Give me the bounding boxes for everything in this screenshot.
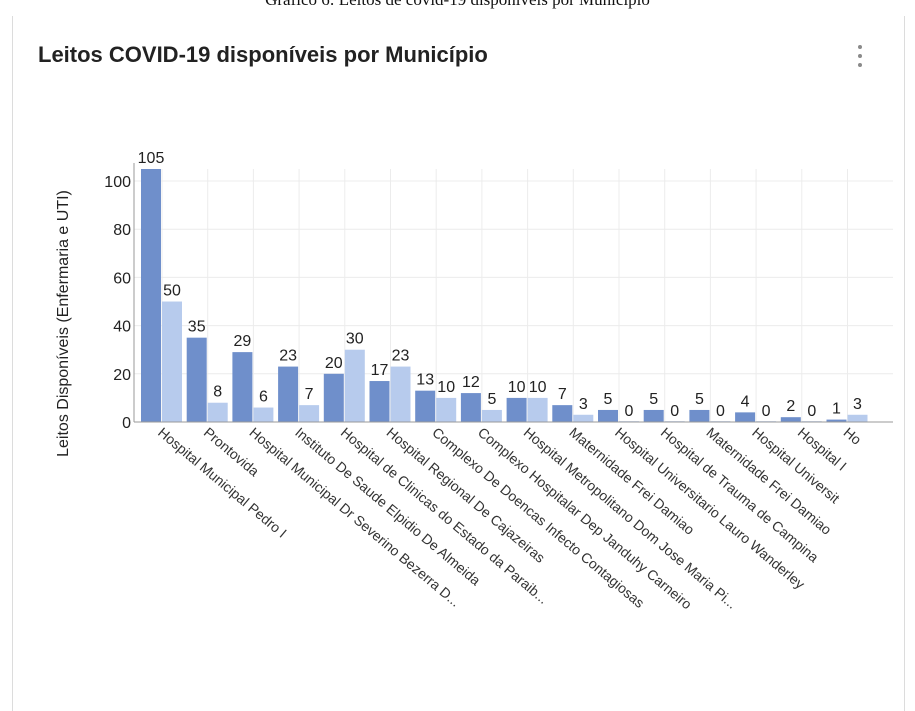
bar-value-label: 35 [188,319,206,336]
bar-series-2[interactable] [253,407,274,422]
x-tick-label: Hospital Municipal Dr Severino Bezerra D… [246,424,463,610]
y-tick-label: 60 [113,270,131,287]
bar-value-label: 30 [346,331,364,348]
bar-value-label: 10 [437,379,455,396]
x-axis-labels: Hospital Municipal Pedro IProntovidaHosp… [155,424,865,612]
bar-series-1[interactable] [643,409,664,422]
bar-series-1[interactable] [689,409,710,422]
bar-value-label: 10 [529,379,547,396]
bar-series-2[interactable] [527,397,548,422]
y-axis [133,163,893,423]
bar-value-label: 5 [695,391,704,408]
bar-series-1[interactable] [826,419,847,422]
bar-value-label: 12 [462,374,480,391]
bar-value-label: 3 [853,396,862,413]
y-tick-label: 0 [122,415,131,432]
bar-value-label: 6 [259,389,268,406]
bar-value-label: 105 [138,150,165,167]
bar-series-1[interactable] [232,352,253,422]
bar-series-2[interactable] [390,366,411,422]
bar-value-label: 5 [649,391,658,408]
bar-value-label: 5 [604,391,613,408]
bar-value-label: 0 [670,403,679,420]
bar-series-1[interactable] [460,393,481,422]
bar-series-2[interactable] [573,414,594,422]
bar-series-2[interactable] [299,405,320,422]
bar-series-1[interactable] [141,169,161,422]
bar-value-label: 50 [163,283,181,300]
bar-series-2[interactable] [436,397,457,422]
chart-title: Leitos COVID-19 disponíveis por Municípi… [38,42,488,67]
bar-value-label: 0 [625,403,634,420]
bar-series-1[interactable] [598,409,618,422]
bar-value-label: 13 [416,372,434,389]
y-tick-label: 20 [113,367,131,384]
bar-value-label: 1 [832,401,841,418]
bar-value-label: 3 [579,396,588,413]
bar-series-1[interactable] [369,381,390,422]
bar-series-2[interactable] [847,414,868,422]
y-axis-title: Leitos Disponíveis (Enfermaria e UTI) [55,190,72,457]
bar-value-label: 4 [741,393,750,410]
y-tick-label: 100 [104,174,131,191]
bar-value-label: 0 [716,403,725,420]
bar-series-1[interactable] [506,397,527,422]
more-vert-icon[interactable] [853,42,867,72]
bar-series-1[interactable] [186,337,207,422]
bar-value-label: 5 [487,391,496,408]
y-tick-label: 40 [113,319,131,336]
bar-value-label: 7 [558,386,567,403]
figure-caption: Gráfico 6: Leitos de covid-19 disponívei… [0,0,915,16]
bar-value-label: 23 [392,348,410,365]
x-tick-label: Ho [841,424,865,448]
bar-value-label: 20 [325,355,343,372]
bar-series-1[interactable] [415,390,436,422]
chart-bars [141,169,868,422]
bar-series-1[interactable] [278,366,299,422]
bar-value-label: 17 [371,362,389,379]
chart-card: Leitos COVID-19 disponíveis por Municípi… [12,16,905,711]
bar-value-label: 0 [807,403,816,420]
x-tick-label: Complexo Hospitalar Dep Janduhy Carneiro [475,424,695,612]
bar-series-2[interactable] [207,402,228,422]
bar-series-2[interactable] [481,409,502,422]
bar-series-2[interactable] [162,301,182,422]
bar-value-label: 2 [786,398,795,415]
bar-value-label: 10 [508,379,526,396]
bar-series-1[interactable] [735,412,756,422]
bar-series-1[interactable] [780,417,801,422]
bar-value-label: 29 [234,333,252,350]
bar-value-label: 0 [762,403,771,420]
bar-value-label: 7 [305,386,314,403]
y-axis-ticks: 0 20 40 60 80 100 [104,174,131,432]
bar-series-1[interactable] [323,373,344,422]
bar-value-label: 8 [213,384,222,401]
bar-value-label: 23 [279,348,297,365]
bar-series-1[interactable] [552,405,573,422]
bar-series-2[interactable] [344,349,365,422]
y-tick-label: 80 [113,222,131,239]
